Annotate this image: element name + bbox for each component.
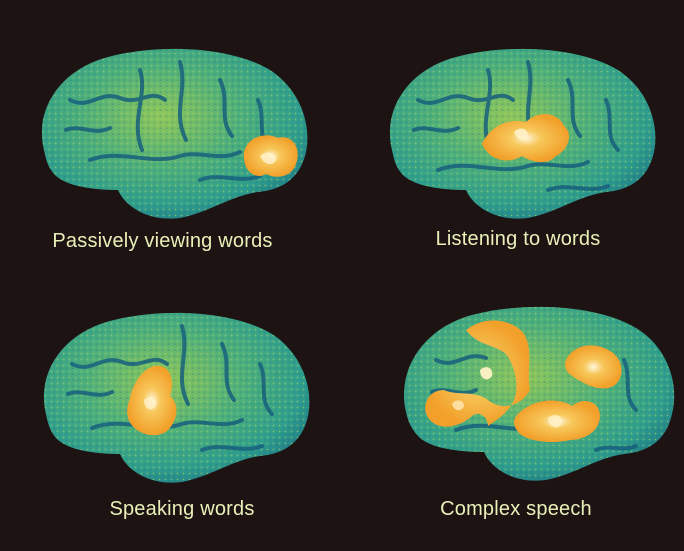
activation-spot [243, 135, 298, 177]
brain-scan-temporal-activation [389, 48, 656, 219]
activation-spot [482, 114, 570, 163]
panel-passive-viewing: Passively viewing words [30, 40, 320, 252]
panel-listening: Listening to words [378, 40, 668, 250]
caption-label: Listening to words [435, 228, 601, 250]
caption-label: Passively viewing words [52, 230, 273, 252]
caption-label: Complex speech [440, 498, 592, 520]
brain-scan-occipital-activation [41, 48, 308, 219]
panel-complex-speech: Complex speech [396, 300, 684, 520]
brain-scan-motor-activation [43, 312, 310, 483]
caption-label: Speaking words [109, 498, 255, 520]
activation-spot [425, 320, 622, 442]
panel-speaking: Speaking words [32, 304, 322, 520]
activation-spot [127, 365, 177, 436]
brain-scan-widespread-activation [403, 306, 675, 481]
